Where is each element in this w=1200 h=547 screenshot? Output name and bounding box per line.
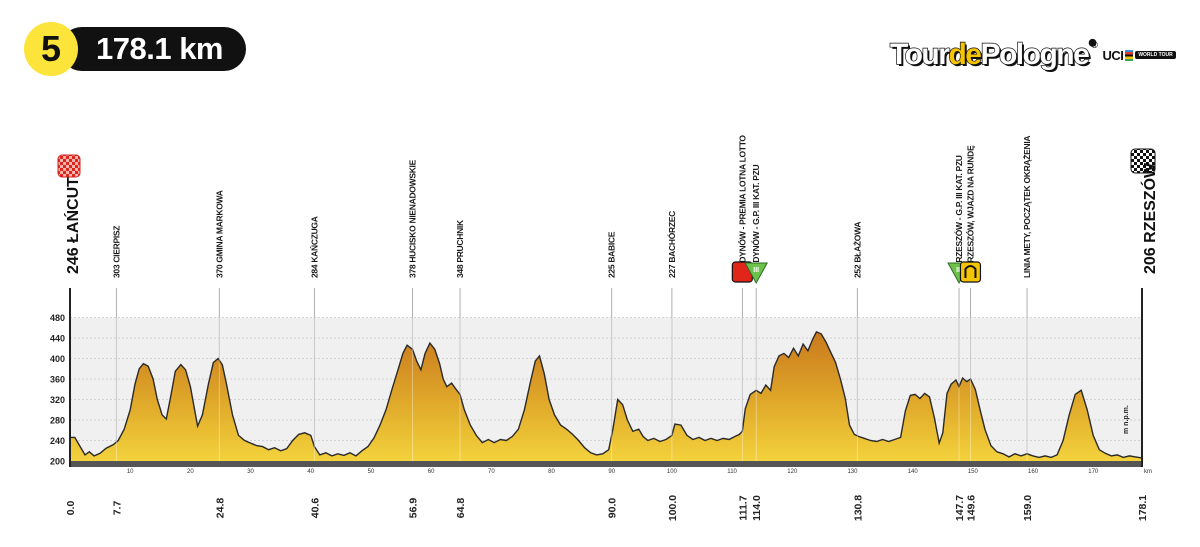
x-tick-label: 90.0 bbox=[607, 498, 619, 519]
x-tick-label: 24.8 bbox=[214, 498, 226, 519]
x-tick-label: 114.0 bbox=[751, 495, 763, 521]
x-tick-label: 100.0 bbox=[667, 495, 679, 521]
waypoint-label: 254 DYNÓW - PREMIA LOTNA LOTTO bbox=[736, 135, 747, 278]
x-minor-tick-label: 30 bbox=[247, 469, 254, 475]
stage-badge: 5 178.1 km bbox=[24, 22, 246, 76]
x-minor-tick-label: 10 bbox=[127, 469, 134, 475]
x-minor-tick-label: 50 bbox=[368, 469, 375, 475]
checkered-red-flag-icon bbox=[57, 154, 81, 178]
x-minor-tick-label: 160 bbox=[1028, 469, 1039, 475]
x-tick-label: 111.7 bbox=[737, 495, 749, 520]
x-tick-label: 56.9 bbox=[407, 498, 419, 519]
waypoint-label: 378 HUCISKO NIENADOWSKIE bbox=[407, 159, 417, 278]
x-minor-tick-label: 170 bbox=[1088, 469, 1099, 475]
kom-category-label: III bbox=[753, 267, 759, 274]
waypoint-label: 227 BACHÓRZEC bbox=[666, 211, 677, 278]
stage-distance: 178.1 km bbox=[60, 27, 246, 71]
x-minor-tick-label: 90 bbox=[608, 469, 615, 475]
x-axis-unit: km bbox=[1144, 469, 1152, 475]
x-minor-tick-label: 70 bbox=[488, 469, 495, 475]
elevation-area bbox=[70, 331, 1142, 461]
lap-arrow-icon bbox=[964, 265, 977, 278]
x-minor-tick-label: 80 bbox=[548, 469, 555, 475]
y-tick-label: 480 bbox=[50, 313, 65, 323]
x-minor-tick-label: 120 bbox=[787, 469, 798, 475]
y-tick-label: 400 bbox=[50, 354, 65, 364]
x-minor-tick-label: 130 bbox=[847, 469, 858, 475]
x-minor-tick-label: 60 bbox=[428, 469, 435, 475]
x-tick-label: 40.6 bbox=[309, 498, 321, 519]
kom-icon bbox=[744, 262, 769, 285]
x-tick-label: 130.8 bbox=[852, 495, 864, 521]
waypoint-label: 354 RZESZÓW - G.P. III KAT. PZU bbox=[953, 155, 964, 278]
x-tick-label: 178.1 bbox=[1137, 495, 1149, 521]
elevation-line bbox=[70, 331, 1143, 459]
y-tick-label: 360 bbox=[50, 375, 65, 385]
stage-number: 5 bbox=[24, 22, 78, 76]
waypoint-label: 346 RZESZÓW, WJAZD NA RUNDĘ bbox=[964, 145, 975, 278]
y-tick-label: 240 bbox=[50, 436, 65, 446]
waypoint-label: 370 GMINA MARKOWA bbox=[214, 190, 224, 278]
waypoint-label: 284 KAŃCZUGA bbox=[309, 216, 319, 278]
y-tick-label: 280 bbox=[50, 416, 65, 426]
x-tick-label: 149.6 bbox=[965, 495, 977, 521]
x-minor-tick-label: 20 bbox=[187, 469, 194, 475]
x-tick-label: 64.8 bbox=[455, 498, 467, 519]
x-tick-label: 159.0 bbox=[1022, 495, 1034, 521]
checkered-flag-icon bbox=[1130, 148, 1156, 174]
waypoint-label: 325 DYNÓW - G.P. III KAT. PZU bbox=[750, 165, 761, 278]
kom-category-label: III bbox=[956, 267, 962, 274]
uci-worldtour-logo: UCI WORLD TOUR bbox=[1102, 48, 1176, 63]
x-minor-tick-label: 150 bbox=[968, 469, 979, 475]
x-minor-tick-label: 40 bbox=[307, 469, 314, 475]
x-minor-tick-label: 110 bbox=[727, 469, 737, 475]
waypoint-label: LINIA METY, POCZĄTEK OKRĄŻENIA bbox=[1022, 136, 1032, 278]
logo-wordmark: TourdePologne® bbox=[889, 37, 1096, 71]
y-tick-label: 200 bbox=[50, 457, 65, 467]
x-tick-label: 0.0 bbox=[65, 501, 77, 516]
x-minor-tick-label: 140 bbox=[908, 469, 919, 475]
x-tick-label: 147.7 bbox=[954, 495, 966, 521]
y-tick-label: 440 bbox=[50, 334, 65, 344]
distance-bar bbox=[70, 461, 1142, 467]
waypoint-label: 348 PRUCHNIK bbox=[455, 219, 465, 278]
uci-stripes-icon bbox=[1125, 49, 1134, 61]
x-tick-label: 7.7 bbox=[111, 501, 123, 516]
waypoint-label: 252 BŁAŻOWA bbox=[852, 222, 862, 278]
waypoint-label: 303 CIERPISZ bbox=[111, 226, 121, 278]
tour-de-pologne-logo: TourdePologne® UCI WORLD TOUR bbox=[889, 37, 1176, 72]
finish-label: 206 RZESZÓW bbox=[1140, 162, 1159, 274]
start-label: 246 ŁAŃCUT bbox=[63, 177, 82, 274]
x-minor-tick-label: 100 bbox=[667, 469, 678, 475]
waypoint-label: 225 BABICE bbox=[607, 231, 617, 278]
y-tick-label: 320 bbox=[50, 395, 65, 405]
y-axis-unit: m n.p.m. bbox=[1123, 405, 1130, 434]
